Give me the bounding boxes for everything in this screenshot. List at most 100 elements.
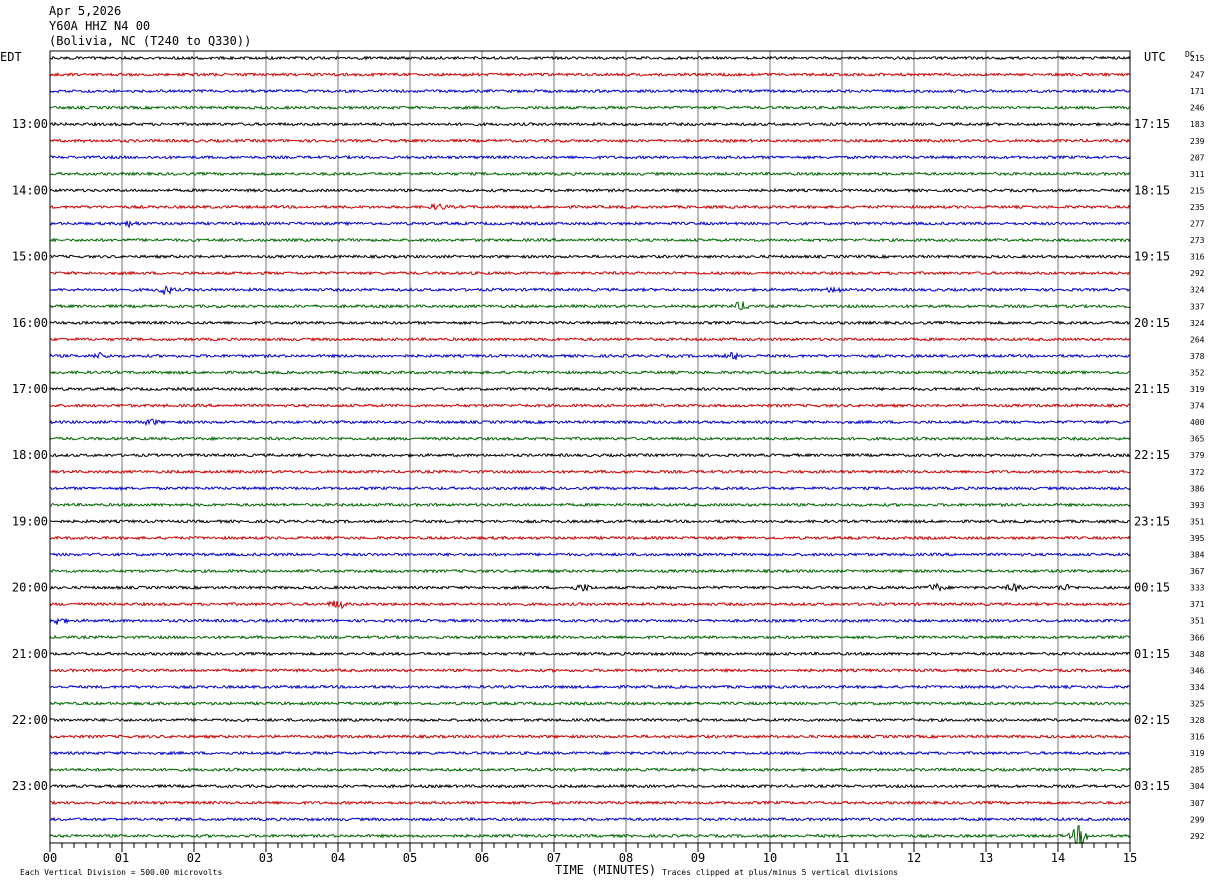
x-axis-title: TIME (MINUTES) [555, 863, 656, 877]
trace-row [49, 336, 1131, 342]
dc-offset-label: 319 [1190, 385, 1205, 394]
x-tick-label: 14 [1051, 851, 1065, 865]
right-time-label: 20:15 [1134, 316, 1170, 330]
x-tick-label: 12 [907, 851, 921, 865]
trace-row [49, 684, 1131, 690]
trace-row [49, 700, 1131, 707]
trace-row [49, 386, 1131, 392]
trace-row [49, 551, 1131, 558]
left-time-label: 20:00 [12, 581, 48, 595]
trace-row [50, 800, 1131, 806]
right-time-label: 21:15 [1134, 382, 1170, 396]
x-tick-label: 08 [619, 851, 633, 865]
trace-row [49, 816, 1131, 822]
dc-offset-label: 379 [1190, 451, 1205, 460]
dc-offset-label: 277 [1190, 220, 1205, 229]
dc-offset-label: 384 [1190, 551, 1205, 560]
dc-offset-label: 215 [1190, 186, 1205, 195]
x-tick-label: 04 [331, 851, 345, 865]
dc-offset-label: 292 [1190, 269, 1205, 278]
x-tick-label: 11 [835, 851, 849, 865]
right-time-label: 01:15 [1134, 647, 1170, 661]
dc-offset-label: 239 [1190, 137, 1205, 146]
dc-offset-label: 307 [1190, 799, 1205, 808]
dc-offset-label: 348 [1190, 650, 1205, 659]
dc-offset-label: 337 [1190, 302, 1205, 311]
minute-ticks [49, 843, 1131, 852]
seismic-traces [49, 55, 1131, 845]
trace-row [49, 320, 1131, 326]
vertical-division-note: Each Vertical Division = 500.00 microvol… [20, 868, 222, 877]
dc-offset-label: 316 [1190, 253, 1205, 262]
dc-offset-label: 325 [1190, 699, 1205, 708]
trace-row [49, 171, 1131, 177]
trace-row [49, 485, 1131, 492]
trace-row [49, 750, 1130, 756]
right-time-label: 18:15 [1134, 183, 1170, 197]
right-timezone-label: UTC [1144, 50, 1166, 64]
dc-offset-label: 247 [1190, 71, 1205, 80]
x-tick-label: 05 [403, 851, 417, 865]
dc-offset-label: 264 [1190, 335, 1205, 344]
dc-offset-label: 378 [1190, 352, 1205, 361]
dc-offset-label: 393 [1190, 501, 1205, 510]
left-time-label: 14:00 [12, 183, 48, 197]
dc-offset-label: 365 [1190, 435, 1205, 444]
dc-offset-label: 215 [1190, 54, 1205, 63]
trace-row [49, 452, 1131, 458]
dc-offset-label: 316 [1190, 733, 1205, 742]
station-channel: Y60A HHZ N4 00 [49, 19, 151, 33]
plot-date: Apr 5,2026 [49, 4, 122, 18]
trace-row [49, 121, 1131, 127]
left-time-label: 16:00 [12, 316, 48, 330]
x-tick-label: 09 [691, 851, 705, 865]
trace-row [49, 253, 1131, 260]
dc-offset-label: 352 [1190, 368, 1205, 377]
trace-row [49, 403, 1131, 409]
x-tick-label: 07 [547, 851, 561, 865]
dc-offset-label: 324 [1190, 286, 1205, 295]
dc-offset-label: 395 [1190, 534, 1205, 543]
trace-row [49, 187, 1131, 194]
dc-offset-label: 292 [1190, 832, 1205, 841]
trace-row [49, 351, 1131, 360]
trace-row [49, 301, 1131, 311]
dc-offset-label: 371 [1190, 600, 1205, 609]
x-tick-label: 01 [115, 851, 129, 865]
left-time-label: 18:00 [12, 448, 48, 462]
left-time-label: 21:00 [12, 647, 48, 661]
trace-row [49, 88, 1131, 94]
x-tick-label: 06 [475, 851, 489, 865]
trace-row [49, 220, 1131, 229]
trace-row [49, 667, 1131, 674]
x-tick-label: 10 [763, 851, 777, 865]
left-time-label: 22:00 [12, 713, 48, 727]
dc-offset-label: 334 [1190, 683, 1205, 692]
trace-row [49, 582, 1131, 593]
right-time-label: 19:15 [1134, 250, 1170, 264]
trace-row [49, 824, 1131, 845]
dc-header-label: DC [1185, 50, 1195, 59]
right-time-label: 22:15 [1134, 448, 1170, 462]
trace-row [49, 55, 1131, 61]
trace-row [49, 154, 1131, 160]
left-time-label: 23:00 [12, 779, 48, 793]
trace-row [49, 717, 1131, 723]
trace-row [49, 369, 1131, 376]
trace-row [49, 733, 1131, 740]
trace-row [49, 783, 1131, 789]
dc-offset-label: 299 [1190, 815, 1205, 824]
trace-row [50, 469, 1131, 475]
trace-row [49, 435, 1131, 442]
dc-offset-label: 367 [1190, 567, 1205, 576]
plot-frame [49, 50, 1131, 844]
dc-offset-label: 285 [1190, 766, 1205, 775]
dc-offset-label: 273 [1190, 236, 1205, 245]
trace-row [49, 71, 1131, 78]
right-time-label: 03:15 [1134, 779, 1170, 793]
trace-row [49, 270, 1131, 276]
left-time-label: 17:00 [12, 382, 48, 396]
dc-offset-label: 400 [1190, 418, 1205, 427]
trace-row [49, 651, 1131, 657]
